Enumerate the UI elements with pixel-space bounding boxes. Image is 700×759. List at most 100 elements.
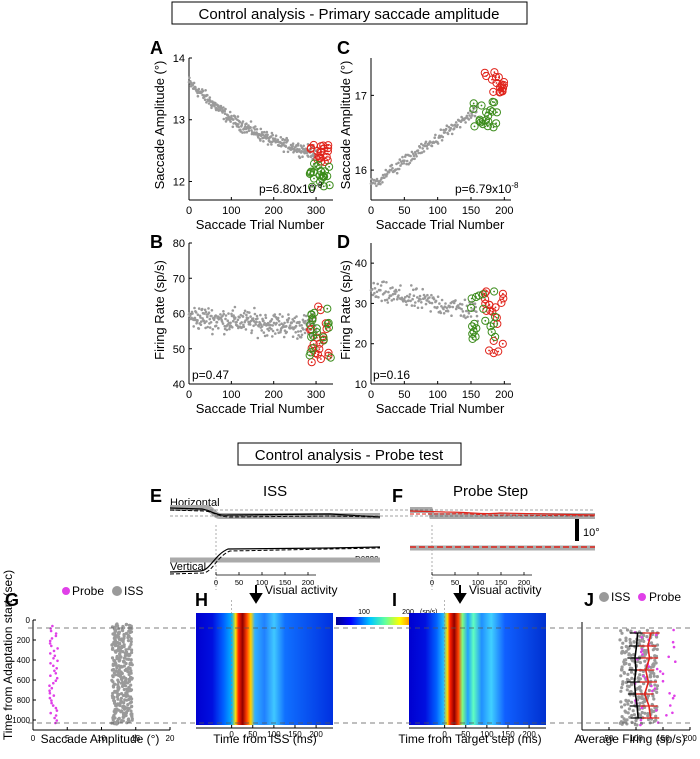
green-point: [309, 344, 318, 353]
panel-d-chart: 0 50 100 150 200 10 20 30 40: [355, 243, 514, 401]
gray-point: [411, 297, 414, 301]
gray-point: [188, 76, 191, 80]
gray-point: [409, 299, 412, 303]
green-point-center: [491, 110, 494, 113]
iss-point: [630, 676, 634, 681]
gray-point: [215, 321, 219, 324]
gray-point: [265, 334, 269, 337]
gray-point: [408, 161, 412, 165]
green-point-center: [480, 104, 483, 107]
gray-point: [459, 314, 463, 317]
gray-point: [452, 301, 456, 305]
red-point-center: [327, 150, 329, 153]
probe-point: [673, 694, 676, 698]
gray-point: [271, 133, 275, 137]
x-tick-label: 10: [97, 734, 106, 743]
gray-point: [229, 321, 232, 325]
iss-point: [126, 703, 130, 707]
probe-point: [659, 670, 662, 673]
gray-point: [291, 335, 295, 339]
x-tick-label: 50: [248, 730, 257, 739]
probe-point: [49, 662, 52, 665]
red-point-center: [501, 89, 504, 92]
gray-point: [241, 315, 245, 318]
iss-point: [642, 639, 646, 644]
panel-b-ylabel: Firing Rate (sp/s): [152, 260, 167, 360]
probe-point: [52, 694, 56, 697]
y-tick-label: 0: [26, 616, 31, 625]
green-point-center: [470, 306, 472, 309]
gray-point: [473, 302, 477, 306]
iss-point: [648, 675, 653, 679]
iss-point: [621, 641, 625, 645]
gray-point: [415, 287, 418, 290]
gray-point: [298, 148, 301, 151]
gray-point: [234, 316, 237, 320]
gray-point: [271, 335, 274, 338]
green-point-center: [312, 347, 315, 349]
red-point-center: [319, 309, 322, 311]
gray-point: [263, 334, 267, 338]
panel-a-chart: 0 100 200 300 12 13 14: [173, 53, 334, 217]
iss-point: [628, 637, 632, 642]
gray-point: [256, 317, 259, 320]
iss-point: [115, 695, 119, 699]
red-point-center: [316, 150, 319, 153]
legend-j-iss-label: ISS: [611, 590, 630, 604]
gray-point: [416, 306, 420, 310]
gray-point: [389, 294, 393, 297]
gray-point: [269, 323, 272, 327]
gray-point: [250, 331, 253, 335]
gray-point: [237, 125, 240, 129]
iss-point: [640, 710, 644, 715]
iss-point: [645, 628, 650, 633]
gray-point: [236, 115, 240, 118]
gray-point: [387, 296, 391, 300]
probe-point: [51, 704, 55, 707]
iss-point: [622, 662, 627, 666]
red-point-center: [500, 302, 503, 304]
iss-point: [118, 674, 122, 679]
red-point: [485, 300, 494, 309]
iss-point: [129, 709, 133, 713]
gray-point: [429, 310, 433, 313]
iss-point: [636, 659, 640, 664]
gray-point: [199, 323, 203, 327]
gray-point: [375, 295, 378, 298]
time-tick-label: 100: [256, 578, 269, 587]
panel-c-xlabel: Saccade Trial Number: [376, 217, 505, 232]
gray-point: [410, 150, 414, 154]
x-tick-label: 100: [428, 389, 446, 401]
probe-point: [53, 716, 56, 720]
green-point-center: [482, 308, 485, 310]
iss-point: [121, 640, 125, 644]
green-point-center: [486, 125, 489, 128]
horizontal-eye-trace-2: [169, 509, 381, 518]
iss-point: [619, 629, 623, 633]
red-point-center: [309, 328, 312, 331]
probe-point: [50, 686, 54, 690]
iss-point: [115, 666, 119, 670]
gray-point: [387, 170, 391, 174]
y-tick-label: 13: [173, 115, 185, 127]
iss-point: [629, 653, 633, 657]
green-point: [323, 172, 332, 181]
gray-point: [285, 325, 288, 328]
red-point: [311, 349, 320, 358]
gray-point: [255, 314, 259, 318]
gray-point: [372, 281, 376, 285]
iss-point: [120, 678, 124, 682]
gray-point: [423, 144, 427, 148]
gray-point: [441, 135, 445, 139]
green-point-center: [315, 165, 318, 168]
gray-point: [432, 141, 436, 144]
gray-point: [205, 101, 208, 104]
iss-point: [629, 642, 633, 646]
legend-probe-label: Probe: [72, 584, 104, 598]
green-point-center: [319, 180, 321, 183]
x-tick-label: 100: [629, 734, 643, 743]
gray-point: [412, 294, 416, 298]
green-point: [324, 323, 333, 332]
red-point: [323, 147, 332, 156]
iss-point: [627, 684, 631, 689]
